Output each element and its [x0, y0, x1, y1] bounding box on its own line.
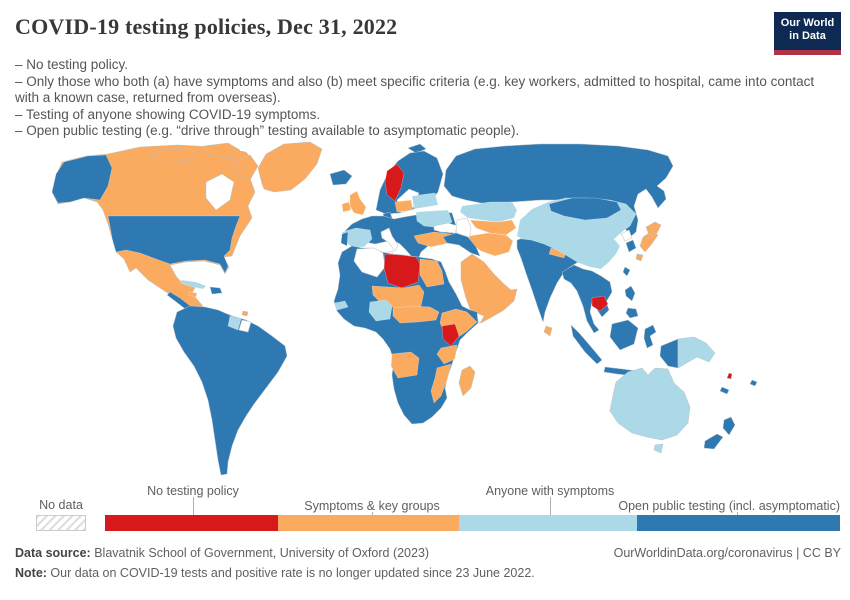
- legend-label-anyone-with-symptoms: Anyone with symptoms: [485, 484, 615, 498]
- region-new-zealand[interactable]: [703, 416, 736, 450]
- region-svalbard[interactable]: [407, 143, 427, 154]
- legend-label-open-public-testing: Open public testing (incl. asymptomatic): [618, 499, 840, 513]
- region-tanzania[interactable]: [436, 344, 458, 365]
- region-cambodia[interactable]: [591, 295, 609, 312]
- legend-segment-symptoms-key-groups[interactable]: [277, 515, 460, 531]
- region-central-asia[interactable]: [469, 219, 517, 236]
- legend-label-no-testing-policy: No testing policy: [147, 484, 239, 498]
- legend-no-data-swatch[interactable]: [36, 515, 86, 531]
- footer-data-source: Data source: Blavatnik School of Governm…: [15, 546, 430, 560]
- region-jamaica[interactable]: [188, 291, 198, 298]
- owid-logo: Our World in Data: [774, 12, 841, 55]
- region-baltics-belarus[interactable]: [411, 192, 439, 210]
- region-portugal[interactable]: [340, 231, 349, 247]
- legend-color-bar: [105, 515, 840, 531]
- region-suriname[interactable]: [238, 319, 252, 333]
- region-mongolia[interactable]: [548, 197, 622, 221]
- region-united-states[interactable]: [107, 215, 241, 274]
- owid-logo-line2: in Data: [789, 30, 826, 42]
- region-south-korea[interactable]: [625, 239, 637, 253]
- region-alaska[interactable]: [51, 154, 113, 204]
- region-guyana[interactable]: [227, 315, 242, 331]
- region-trinidad[interactable]: [241, 310, 249, 317]
- region-cuba[interactable]: [180, 279, 207, 290]
- region-tasmania[interactable]: [653, 443, 664, 454]
- region-australia[interactable]: [609, 367, 691, 441]
- hudson-bay-water: [205, 173, 235, 211]
- region-libya[interactable]: [383, 253, 421, 289]
- subtitle-line: – Only those who both (a) have symptoms …: [15, 73, 815, 106]
- legend-tick: [193, 497, 194, 515]
- owid-logo-line1: Our World: [780, 17, 835, 29]
- region-hispaniola[interactable]: [209, 286, 223, 295]
- region-kenya[interactable]: [441, 323, 460, 347]
- region-iraq-levant[interactable]: [442, 232, 481, 257]
- region-nigeria[interactable]: [368, 299, 393, 322]
- region-senegal[interactable]: [334, 300, 349, 311]
- region-arctic-islands[interactable]: [149, 142, 259, 181]
- region-borneo[interactable]: [609, 319, 639, 351]
- subtitle-line: – Testing of anyone showing COVID-19 sym…: [15, 106, 321, 122]
- footer-note: Note: Our data on COVID-19 tests and pos…: [15, 566, 535, 580]
- region-kazakhstan[interactable]: [459, 201, 518, 223]
- region-saudi-arabia[interactable]: [460, 253, 518, 324]
- region-south-america[interactable]: [172, 305, 288, 476]
- region-iceland[interactable]: [329, 169, 353, 186]
- legend-segment-open-public-testing[interactable]: [637, 515, 840, 531]
- legend-segment-no-testing-policy[interactable]: [105, 515, 278, 531]
- region-vanuatu[interactable]: [726, 372, 733, 380]
- region-sulawesi[interactable]: [643, 324, 657, 349]
- region-west-papua[interactable]: [659, 338, 679, 369]
- region-fiji[interactable]: [749, 379, 758, 387]
- region-ireland[interactable]: [341, 201, 352, 213]
- region-japan[interactable]: [635, 221, 662, 262]
- legend-label-symptoms-key-groups: Symptoms & key groups: [304, 499, 440, 513]
- region-russia[interactable]: [443, 143, 674, 238]
- region-poland[interactable]: [394, 199, 414, 213]
- region-taiwan[interactable]: [622, 266, 631, 277]
- region-philippines[interactable]: [624, 285, 639, 319]
- legend-no-data-label: No data: [39, 498, 83, 512]
- region-angola[interactable]: [390, 351, 420, 379]
- region-algeria[interactable]: [353, 247, 386, 278]
- region-north-korea[interactable]: [620, 229, 633, 242]
- region-egypt[interactable]: [419, 258, 445, 288]
- region-greenland[interactable]: [257, 141, 323, 193]
- footer-link: OurWorldinData.org/coronavirus | CC BY: [613, 546, 841, 560]
- region-sweden[interactable]: [384, 163, 405, 202]
- region-sri-lanka[interactable]: [543, 325, 553, 337]
- legend: No data No testing policy Symptoms & key…: [0, 482, 850, 536]
- region-new-caledonia[interactable]: [719, 386, 730, 395]
- region-mozambique[interactable]: [430, 363, 452, 404]
- black-sea-water: [433, 222, 459, 234]
- region-united-kingdom[interactable]: [349, 190, 367, 216]
- page-title: COVID-19 testing policies, Dec 31, 2022: [15, 14, 398, 39]
- legend-tick: [372, 512, 373, 515]
- legend-tick: [737, 512, 738, 515]
- subtitle: – No testing policy. – Only those who bo…: [15, 57, 830, 140]
- world-choropleth-map: [51, 141, 758, 476]
- footer: Data source: Blavatnik School of Governm…: [15, 543, 841, 583]
- region-cameroon-car[interactable]: [392, 305, 440, 324]
- region-sumatra[interactable]: [570, 324, 603, 365]
- subtitle-line: – Open public testing (e.g. “drive throu…: [15, 123, 520, 138]
- legend-tick: [550, 497, 551, 515]
- region-papua-new-guinea[interactable]: [677, 336, 716, 369]
- subtitle-line: – No testing policy.: [15, 57, 129, 72]
- legend-segment-anyone-with-symptoms[interactable]: [459, 515, 638, 531]
- region-madagascar[interactable]: [458, 365, 476, 397]
